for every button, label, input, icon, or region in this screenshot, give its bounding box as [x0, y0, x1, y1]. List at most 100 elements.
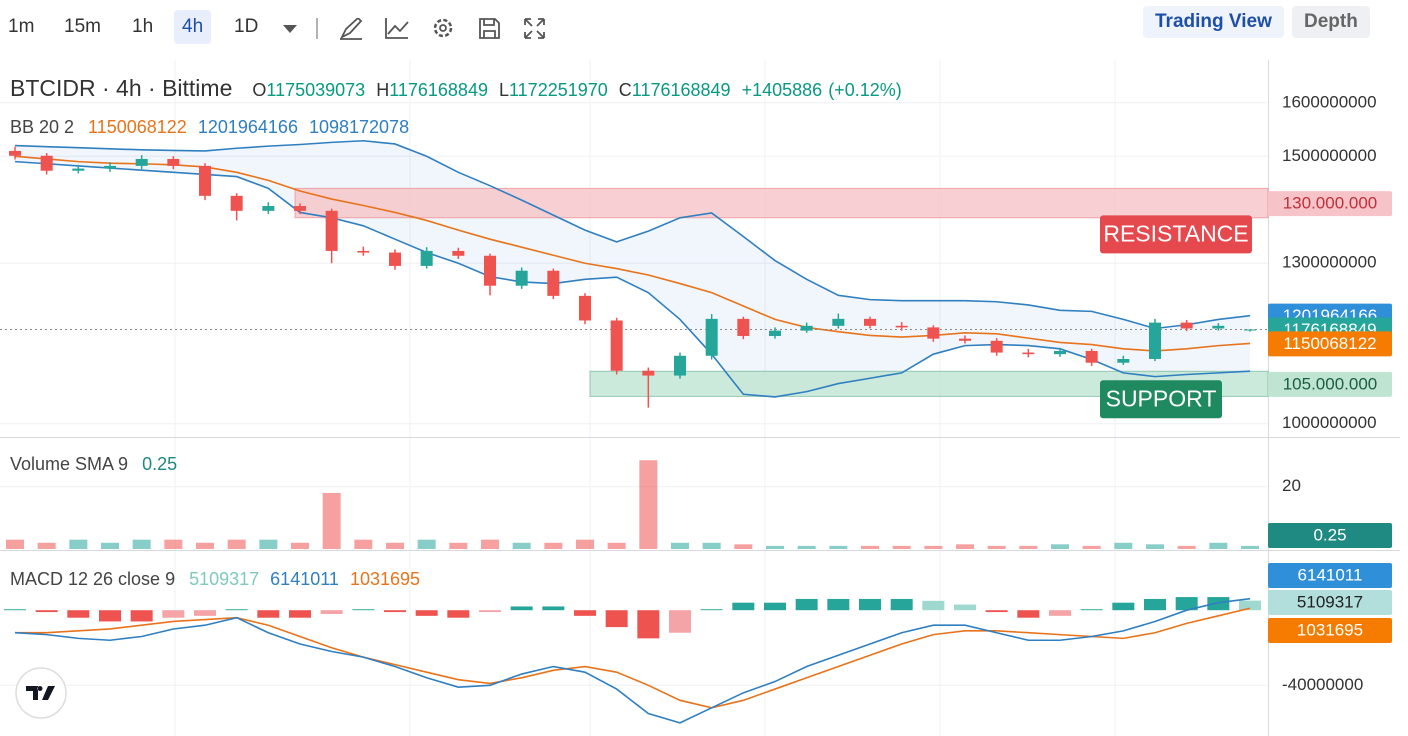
indicator-name: Volume SMA 9: [10, 454, 129, 474]
candle-body: [420, 250, 433, 266]
volume-bar: [386, 542, 404, 549]
ohlc-value: 1176168849: [389, 80, 488, 100]
volume-bar: [829, 545, 848, 549]
histogram-bar: [700, 609, 723, 611]
candle-body: [294, 206, 306, 211]
symbol-title: BTCIDR · 4h · Bittime: [10, 75, 233, 101]
candle-body: [1054, 350, 1066, 355]
interval-button[interactable]: 15m: [64, 16, 101, 37]
histogram-bar: [985, 610, 1008, 613]
histogram-bar: [1017, 610, 1040, 618]
volume-bar: [639, 460, 658, 549]
histogram-bar: [1207, 597, 1230, 611]
candle-body: [515, 270, 528, 286]
settings-icon-center: [439, 24, 447, 32]
volume-bar: [1051, 544, 1069, 549]
price-tag-label: 0.25: [1313, 525, 1346, 544]
interval-button[interactable]: 4h: [174, 10, 212, 44]
volume-bar: [956, 544, 974, 549]
ohlc-prefix: O: [252, 80, 267, 100]
candle-body: [325, 210, 338, 251]
candle-body: [357, 250, 370, 253]
zone-label: RESISTANCE: [1103, 220, 1248, 246]
legend-value: 0.25: [142, 454, 178, 474]
candle-body: [72, 168, 85, 171]
histogram-bar: [384, 610, 406, 613]
interval-button[interactable]: 1h: [132, 16, 154, 37]
volume-bar: [607, 542, 626, 549]
candle-body: [705, 318, 718, 356]
histogram-bar: [320, 610, 343, 614]
candle-body: [1180, 322, 1193, 329]
histogram-bar: [1080, 609, 1103, 611]
price-tag-label: 1031695: [1297, 620, 1363, 639]
volume-bar: [1019, 545, 1038, 549]
view-tab[interactable]: Depth: [1292, 6, 1370, 38]
volume-bar: [417, 539, 436, 549]
candle-body: [389, 252, 401, 266]
volume-bar: [481, 539, 499, 549]
ohlc-prefix: H: [376, 80, 390, 100]
zone: [294, 187, 1269, 219]
interval-button[interactable]: 1D: [234, 16, 259, 37]
interval-button[interactable]: 1m: [8, 16, 35, 37]
indicator-icon[interactable]: [385, 18, 409, 39]
settings-icon[interactable]: [433, 18, 453, 38]
candle-body: [484, 255, 496, 286]
volume-bar: [1209, 542, 1228, 549]
histogram-bar: [289, 610, 311, 618]
volume-bar: [861, 545, 879, 549]
logo-mark: [26, 686, 55, 700]
volume-bar: [1114, 542, 1133, 549]
price-tag-label: 6141011: [1298, 565, 1363, 584]
draw-icon[interactable]: [339, 18, 363, 40]
price-tag: [1268, 331, 1392, 357]
candle-body: [895, 325, 908, 328]
change: +1405886: [741, 80, 823, 100]
volume-bar: [259, 539, 278, 549]
y-tick-label: 1000000000: [1282, 413, 1377, 432]
candle-body: [579, 295, 591, 321]
price-tag: [1268, 191, 1392, 217]
histogram-bar: [542, 606, 565, 611]
price-tag-label: 130.000.000: [1283, 194, 1378, 213]
histogram-bar: [827, 598, 850, 611]
candle-body: [1212, 325, 1225, 329]
legend-value: 6141011: [270, 569, 339, 589]
candle-body: [262, 206, 275, 211]
volume-bar: [6, 539, 24, 549]
volume-bar: [101, 542, 119, 549]
volume-bar: [354, 539, 373, 549]
candle-body: [800, 325, 813, 331]
view-tab[interactable]: Trading View: [1143, 6, 1284, 38]
candle-body: [1244, 329, 1256, 331]
volume-bar: [196, 542, 214, 549]
volume-bar: [449, 542, 468, 549]
legend-value: 1098172078: [308, 117, 410, 137]
volume-bar: [132, 539, 151, 549]
price-tag-label: 105.000.000: [1283, 374, 1378, 393]
logo[interactable]: [14, 666, 68, 720]
volume-bar: [987, 545, 1006, 549]
volume-bar: [1082, 545, 1101, 549]
ohlc-value: 1172251970: [509, 80, 608, 100]
candle-body: [610, 320, 623, 371]
histogram-bar: [1049, 610, 1071, 616]
volume-bar: [1241, 545, 1259, 549]
fullscreen-icon[interactable]: [524, 18, 545, 39]
histogram-bar: [257, 610, 280, 618]
volume-legend: Volume SMA 9 0.25: [10, 454, 183, 475]
histogram-bar: [954, 604, 976, 611]
volume-bar: [671, 542, 689, 549]
histogram-bar: [1239, 600, 1261, 611]
volume-bar: [702, 542, 721, 549]
dropdown-caret[interactable]: [283, 25, 297, 33]
histogram-bar: [605, 610, 628, 628]
save-icon[interactable]: [479, 18, 500, 39]
price-tag: [1268, 371, 1392, 397]
volume-bar: [512, 542, 531, 549]
volume-bar: [322, 492, 341, 549]
candle-body: [135, 158, 148, 166]
price-tag-label: 1150068122: [1283, 334, 1376, 353]
